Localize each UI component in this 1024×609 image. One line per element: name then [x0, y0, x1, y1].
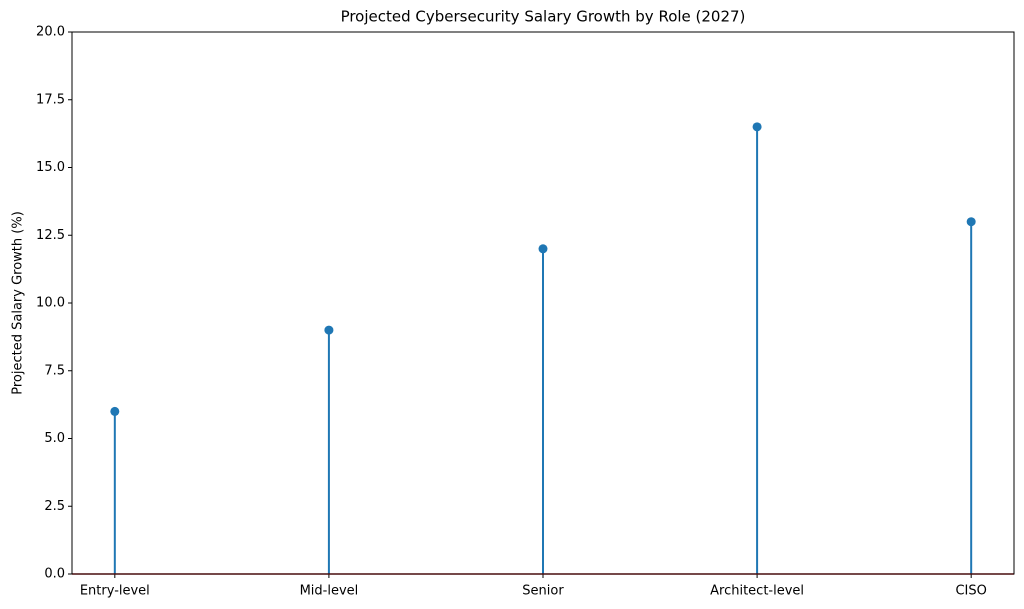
x-tick-label: Architect-level	[710, 584, 804, 599]
y-tick-label: 20.0	[36, 25, 65, 40]
y-tick-label: 5.0	[44, 431, 65, 446]
y-tick-label: 17.5	[36, 92, 65, 107]
x-tick-label: Entry-level	[80, 584, 150, 599]
stem-marker	[538, 244, 548, 254]
x-tick-label: CISO	[955, 584, 986, 599]
y-tick-label: 0.0	[44, 567, 65, 582]
x-tick-label: Senior	[522, 584, 564, 599]
y-tick-label: 12.5	[36, 228, 65, 243]
y-axis-label: Projected Salary Growth (%)	[11, 211, 26, 395]
stem-marker	[966, 217, 976, 227]
x-tick-label: Mid-level	[300, 584, 359, 599]
stem-marker	[324, 325, 334, 335]
y-tick-label: 2.5	[44, 499, 65, 514]
chart-title: Projected Cybersecurity Salary Growth by…	[341, 8, 746, 26]
stem-marker	[752, 122, 762, 132]
stem-marker	[110, 406, 120, 416]
y-tick-label: 10.0	[36, 296, 65, 311]
y-tick-label: 7.5	[44, 363, 65, 378]
y-tick-label: 15.0	[36, 160, 65, 175]
plot-frame	[71, 31, 1015, 575]
